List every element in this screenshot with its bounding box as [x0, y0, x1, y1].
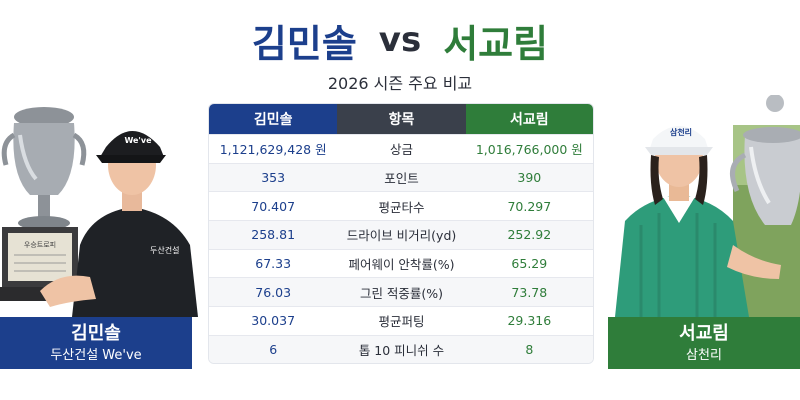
cap-logo-left: We've — [124, 136, 152, 145]
left-value: 67.33 — [255, 256, 292, 272]
player-card-right: 서교림 삼천리 — [608, 317, 800, 369]
cap-logo-right: 삼천리 — [670, 127, 692, 137]
player-left-illustration: 우승트로피 We've 두산건설 — [0, 95, 200, 317]
right-value: 1,016,766,000 원 — [475, 142, 583, 158]
left-value: 258.81 — [251, 227, 296, 243]
player-team-left: 두산건설 We've — [50, 348, 142, 363]
title-right-player: 서교림 — [443, 21, 549, 66]
title-left-player: 김민솔 — [251, 21, 357, 66]
stat-label: 페어웨이 안착률(%) — [348, 257, 455, 273]
header-left-player: 김민솔 — [209, 104, 338, 134]
right-value: 390 — [517, 170, 542, 186]
stat-label: 그린 적중률(%) — [359, 285, 444, 301]
player-team-right: 삼천리 — [686, 348, 722, 363]
table-row: 70.407 평균타수 70.297 — [209, 191, 593, 220]
header-right-player: 서교림 — [465, 104, 593, 134]
left-value: 1,121,629,428 원 — [219, 142, 327, 158]
golfer-right: 삼천리 — [615, 126, 781, 317]
title-vs: vs — [378, 20, 422, 60]
table-row: 6 톱 10 피니쉬 수 8 — [209, 334, 593, 363]
right-value: 65.29 — [511, 256, 548, 272]
page-subtitle: 2026 시즌 주요 비교 — [327, 74, 473, 93]
right-value: 252.92 — [507, 227, 552, 243]
player-name-right: 서교림 — [679, 323, 729, 344]
left-value: 6 — [269, 342, 278, 358]
right-value: 73.78 — [511, 284, 548, 300]
shirt-logo-left: 두산건설 — [150, 245, 179, 255]
stat-label: 톱 10 피니쉬 수 — [358, 343, 445, 359]
table-row: 1,121,629,428 원 상금 1,016,766,000 원 — [209, 134, 593, 163]
table-body: 1,121,629,428 원 상금 1,016,766,000 원 353 포… — [209, 134, 593, 363]
table-row: 76.03 그린 적중률(%) 73.78 — [209, 277, 593, 307]
left-value: 70.407 — [251, 198, 296, 214]
comparison-table: 김민솔 항목 서교림 1,121,629,428 원 상금 1,016,766,… — [208, 103, 594, 364]
right-value: 8 — [525, 342, 534, 358]
table-row: 353 포인트 390 — [209, 162, 593, 192]
stat-label: 평균퍼팅 — [378, 314, 425, 330]
stat-label: 상금 — [389, 142, 413, 158]
left-value: 353 — [261, 170, 286, 186]
player-right-illustration: 삼천리 — [605, 95, 800, 317]
trophy-plate-text: 우승트로피 — [24, 240, 56, 249]
right-value: 29.316 — [507, 313, 552, 329]
table-row: 258.81 드라이브 비거리(yd) 252.92 — [209, 220, 593, 249]
page-title: 김민솔 vs 서교림 — [0, 14, 800, 66]
stat-label: 드라이브 비거리(yd) — [346, 228, 457, 244]
stat-label: 포인트 — [384, 171, 419, 187]
player-photo-right: 삼천리 — [605, 95, 800, 317]
trophy-icon — [730, 95, 800, 225]
right-value: 70.297 — [507, 198, 552, 214]
golfer-left: We've 두산건설 — [40, 131, 198, 317]
header-item: 항목 — [337, 104, 466, 134]
table-header: 김민솔 항목 서교림 — [209, 104, 593, 134]
player-photo-left: 우승트로피 We've 두산건설 — [0, 95, 200, 317]
table-row: 67.33 페어웨이 안착률(%) 65.29 — [209, 248, 593, 278]
stat-label: 평균타수 — [378, 199, 425, 215]
left-value: 30.037 — [251, 313, 296, 329]
player-card-left: 김민솔 두산건설 We've — [0, 317, 192, 369]
table-row: 30.037 평균퍼팅 29.316 — [209, 306, 593, 335]
left-value: 76.03 — [255, 284, 292, 300]
player-name-left: 김민솔 — [71, 323, 121, 344]
